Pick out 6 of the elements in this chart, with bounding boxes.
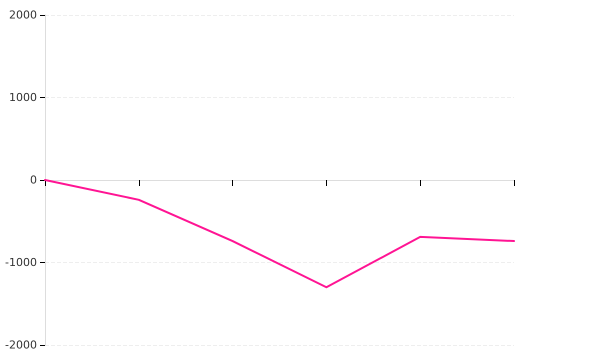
y-tick-label: 1000 (9, 91, 37, 104)
y-tick-label: -2000 (5, 338, 37, 352)
y-tick-label: -1000 (5, 256, 37, 269)
y-tick-label: 2000 (9, 8, 37, 22)
y-tick-label: 0 (30, 174, 37, 186)
line-series (44, 179, 515, 288)
